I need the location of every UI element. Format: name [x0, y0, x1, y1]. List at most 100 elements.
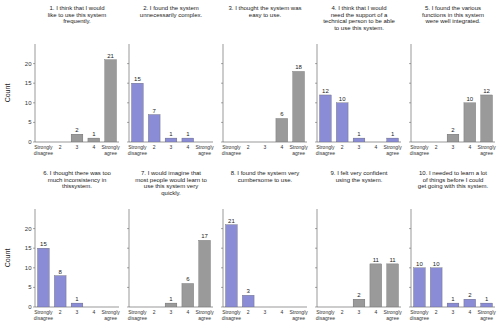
panel: 5. I found the variousfunctions in this …	[409, 5, 496, 156]
y-axis-label: Count	[4, 84, 11, 103]
y-tick	[127, 63, 129, 64]
bar	[88, 138, 100, 142]
bar	[132, 83, 144, 142]
bar	[447, 303, 459, 307]
x-tick-label: 2	[153, 144, 156, 150]
bar	[105, 60, 117, 142]
x-tick-label: Stronglyagree	[195, 144, 214, 156]
x-tick-label: 2	[341, 144, 344, 150]
panel-title: 8. I found the system verycumbersome to …	[231, 170, 300, 183]
y-tick	[315, 307, 317, 308]
panel: 10. I needed to learn a lotof things bef…	[409, 170, 496, 321]
x-tick-label: 2	[247, 309, 250, 315]
bar	[71, 134, 83, 142]
bar	[430, 268, 442, 307]
bar	[54, 276, 66, 307]
x-tick-label: 4	[186, 309, 189, 315]
x-tick-label: Stronglydisagree	[316, 144, 335, 156]
y-tick	[127, 267, 129, 268]
x-tick-label: 4	[92, 309, 95, 315]
x-tick-label: Stronglyagree	[383, 144, 402, 156]
y-axis	[223, 209, 224, 307]
panel-title: 6. I thought there was toomuch inconsist…	[43, 170, 111, 189]
bar	[320, 95, 332, 142]
y-tick	[33, 102, 35, 103]
y-tick	[127, 142, 129, 143]
bars	[353, 264, 398, 307]
panel-title: 4. I think that I wouldneed the support …	[323, 5, 395, 31]
data-label: 2	[468, 292, 472, 298]
panel: 7. I would imagine thatmost people would…	[127, 170, 214, 321]
panel-title: 5. I found the variousfunctions in this …	[422, 5, 484, 24]
y-tick	[33, 122, 35, 123]
x-tick-label: 2	[59, 309, 62, 315]
y-tick	[127, 287, 129, 288]
panel: 9. I felt very confidentusing the system…	[315, 170, 402, 321]
y-axis	[317, 209, 318, 307]
x-tick-label: 4	[280, 309, 283, 315]
y-tick	[127, 122, 129, 123]
y-tick	[221, 142, 223, 143]
y-tick	[221, 248, 223, 249]
data-label: 21	[107, 53, 114, 59]
chart-grid: 1. I think that I wouldlike to use this …	[0, 0, 500, 330]
y-axis	[129, 44, 130, 142]
data-label: 10	[466, 96, 473, 102]
x-tick-label: Stronglydisagree	[34, 309, 53, 321]
data-label: 15	[134, 76, 141, 82]
y-tick	[409, 142, 411, 143]
y-tick-label: 0	[28, 139, 32, 145]
x-tick-label: Stronglydisagree	[316, 309, 335, 321]
x-tick-label: 3	[76, 309, 79, 315]
bar	[242, 295, 254, 307]
panel: 8. I found the system verycumbersome to …	[221, 170, 308, 321]
data-label: 2	[357, 292, 361, 298]
bar	[387, 138, 399, 142]
y-tick-label: 10	[25, 265, 32, 271]
x-tick-label: 3	[264, 309, 267, 315]
data-label: 12	[322, 88, 329, 94]
y-tick-label: 5	[28, 119, 32, 125]
panel: 1. I think that I wouldlike to use this …	[4, 5, 120, 156]
x-tick-label: Stronglyagree	[383, 309, 402, 321]
data-label: 10	[416, 261, 423, 267]
y-tick	[409, 63, 411, 64]
y-axis	[129, 209, 130, 307]
data-label: 2	[451, 127, 455, 133]
data-label: 6	[186, 276, 190, 282]
bar	[38, 248, 50, 307]
y-tick	[221, 228, 223, 229]
bars	[132, 83, 194, 142]
panel-title: 3. I thought the system waseasy to use.	[228, 5, 301, 18]
x-tick-label: 4	[374, 144, 377, 150]
panel-title: 2. I found the systemunnecessarily compl…	[140, 5, 203, 18]
bar	[199, 240, 211, 307]
bar	[165, 138, 177, 142]
y-tick	[315, 102, 317, 103]
bar	[182, 138, 194, 142]
data-label: 1	[451, 296, 455, 302]
bar	[481, 95, 493, 142]
data-label: 11	[373, 257, 380, 263]
x-tick-label: 2	[153, 309, 156, 315]
panel: 6. I thought there was toomuch inconsist…	[4, 170, 120, 321]
y-tick	[409, 102, 411, 103]
y-tick	[315, 287, 317, 288]
data-label: 10	[433, 261, 440, 267]
bar	[71, 303, 83, 307]
y-tick	[221, 102, 223, 103]
data-label: 7	[153, 108, 157, 114]
y-tick	[127, 307, 129, 308]
y-axis	[411, 209, 412, 307]
y-tick-label: 5	[28, 284, 32, 290]
data-label: 1	[186, 131, 190, 137]
bar	[464, 103, 476, 142]
y-tick-label: 20	[25, 226, 32, 232]
y-tick	[221, 307, 223, 308]
y-tick	[127, 248, 129, 249]
y-tick	[315, 142, 317, 143]
y-tick	[409, 267, 411, 268]
bar	[276, 118, 288, 142]
y-tick-label: 20	[25, 61, 32, 67]
bars	[414, 268, 493, 307]
